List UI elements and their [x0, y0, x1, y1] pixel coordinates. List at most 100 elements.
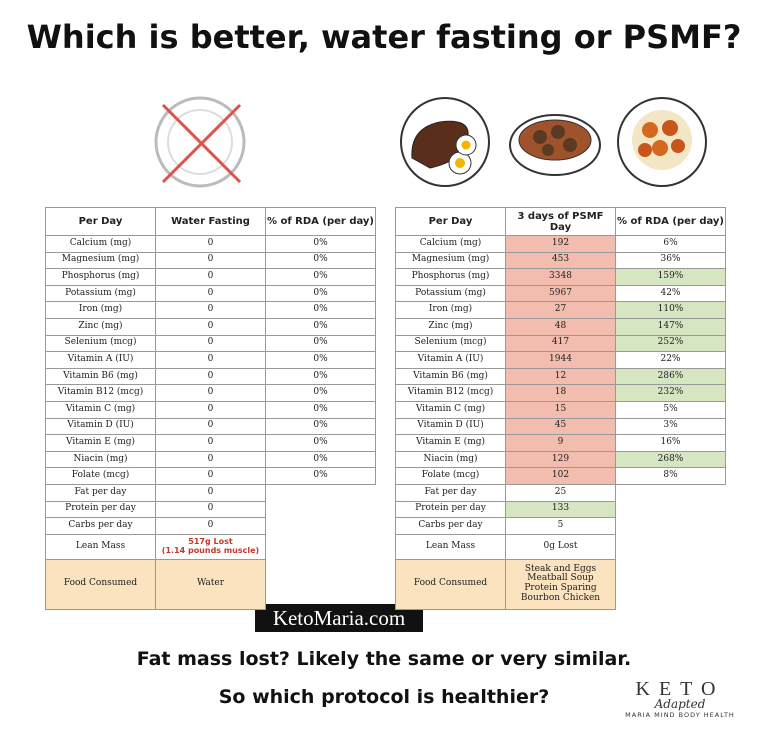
table-cell: Carbs per day [45, 517, 156, 535]
table-cell: 232% [615, 384, 726, 402]
table-cell: Vitamin D (IU) [45, 417, 156, 436]
table-cell: 0% [265, 284, 376, 303]
table-cell: Food Consumed [45, 558, 156, 610]
table-cell: 0% [265, 384, 376, 402]
table-cell: 0% [265, 301, 376, 319]
table-cell: Water [155, 558, 266, 610]
header-cell: 3 days of PSMF Day [505, 207, 616, 236]
table-cell: 268% [615, 450, 726, 469]
table-cell: 48 [505, 318, 616, 336]
table-cell: Vitamin C (mg) [45, 401, 156, 419]
logo-tagline: MARIA MIND BODY HEALTH [625, 711, 735, 719]
table-cell: Magnesium (mg) [45, 251, 156, 270]
table-cell: 159% [615, 268, 726, 286]
table-cell: Selenium (mcg) [45, 334, 156, 353]
cell-line: Protein Sparing Bourbon Chicken [520, 583, 601, 604]
table-cell: 1944 [505, 351, 616, 369]
table-cell: 42% [615, 284, 726, 303]
logo: KETO Adapted MARIA MIND BODY HEALTH [620, 678, 740, 719]
table-cell: 517g Lost (1.14 pounds muscle) [155, 533, 266, 560]
table-cell: 0 [155, 500, 266, 519]
table-cell: 102 [505, 467, 616, 485]
table-cell: 5967 [505, 284, 616, 303]
header-cell: Per Day [395, 207, 506, 236]
table-cell: Vitamin C (mg) [395, 401, 506, 419]
table-cell: 3348 [505, 268, 616, 286]
header-cell: Per Day [45, 207, 156, 236]
table-cell: Calcium (mg) [45, 235, 156, 253]
table-cell: 15 [505, 401, 616, 419]
table-cell: 0 [155, 251, 266, 270]
table-cell: 0 [155, 517, 266, 535]
table-cell: 453 [505, 251, 616, 270]
table-cell: 0% [265, 367, 376, 386]
table-cell: 0g Lost [505, 533, 616, 560]
table-cell: 0 [155, 268, 266, 286]
table-cell: Calcium (mg) [395, 235, 506, 253]
table-cell: Zinc (mg) [395, 318, 506, 336]
table-cell: Lean Mass [45, 533, 156, 560]
table-cell: Iron (mg) [395, 301, 506, 319]
table-cell: 0 [155, 401, 266, 419]
table-cell: 36% [615, 251, 726, 270]
table-cell: Potassium (mg) [45, 284, 156, 303]
soup-bowl [509, 114, 601, 176]
table-cell: Potassium (mg) [395, 284, 506, 303]
table-cell: Phosphorus (mg) [395, 268, 506, 286]
table-cell: 16% [615, 434, 726, 452]
table-cell: Vitamin E (mg) [395, 434, 506, 452]
table-cell: 0% [265, 434, 376, 452]
table-cell: 0 [155, 384, 266, 402]
table-cell: 0 [155, 467, 266, 485]
logo-script: Adapted [654, 697, 706, 711]
table-cell: 0% [265, 268, 376, 286]
table-cell: Lean Mass [395, 533, 506, 560]
table-cell: Vitamin D (IU) [395, 417, 506, 436]
table-cell: 0% [265, 235, 376, 253]
table-cell: 129 [505, 450, 616, 469]
table-cell: Magnesium (mg) [395, 251, 506, 270]
table-cell: 0 [155, 235, 266, 253]
table-cell: 0 [155, 417, 266, 436]
footer-line: Fat mass lost? Likely the same or very s… [136, 648, 632, 670]
table-cell: 5 [505, 517, 616, 535]
table-cell: Folate (mcg) [395, 467, 506, 485]
table-cell: 25 [505, 484, 616, 502]
title: Which is better, water fasting or PSMF? [26, 18, 742, 56]
table-cell: 0 [155, 450, 266, 469]
table-cell: 0 [155, 301, 266, 319]
table-cell: Protein per day [45, 500, 156, 519]
table-cell: 286% [615, 367, 726, 386]
cell-line: Steak and Eggs [524, 563, 597, 574]
table-cell: 0 [155, 318, 266, 336]
table-cell: 0% [265, 251, 376, 270]
table-cell: Steak and Eggs Meatball Soup Protein Spari… [505, 558, 616, 610]
table-cell: 0 [155, 367, 266, 386]
table-cell: 147% [615, 318, 726, 336]
steak-eggs-plate [400, 97, 490, 187]
table-cell: 133 [505, 500, 616, 519]
header-cell: % of RDA (per day) [265, 207, 376, 236]
table-cell: Zinc (mg) [45, 318, 156, 336]
table-cell: Vitamin B6 (mg) [395, 367, 506, 386]
cell-line: Water [196, 578, 225, 589]
table-cell: 0 [155, 434, 266, 452]
table-cell: 22% [615, 351, 726, 369]
table-cell: Protein per day [395, 500, 506, 519]
table-cell: 6% [615, 235, 726, 253]
table-cell: Folate (mcg) [45, 467, 156, 485]
table-cell: 3% [615, 417, 726, 436]
table-cell: 0% [265, 467, 376, 485]
table-cell: 8% [615, 467, 726, 485]
table-cell: 0% [265, 417, 376, 436]
table-cell: 192 [505, 235, 616, 253]
header-cell: Water Fasting [155, 207, 266, 236]
table-cell: 27 [505, 301, 616, 319]
table-cell: 0 [155, 351, 266, 369]
table-cell: Fat per day [45, 484, 156, 502]
table-cell: 0% [265, 450, 376, 469]
table-cell: 0% [265, 401, 376, 419]
table-cell: 0 [155, 334, 266, 353]
